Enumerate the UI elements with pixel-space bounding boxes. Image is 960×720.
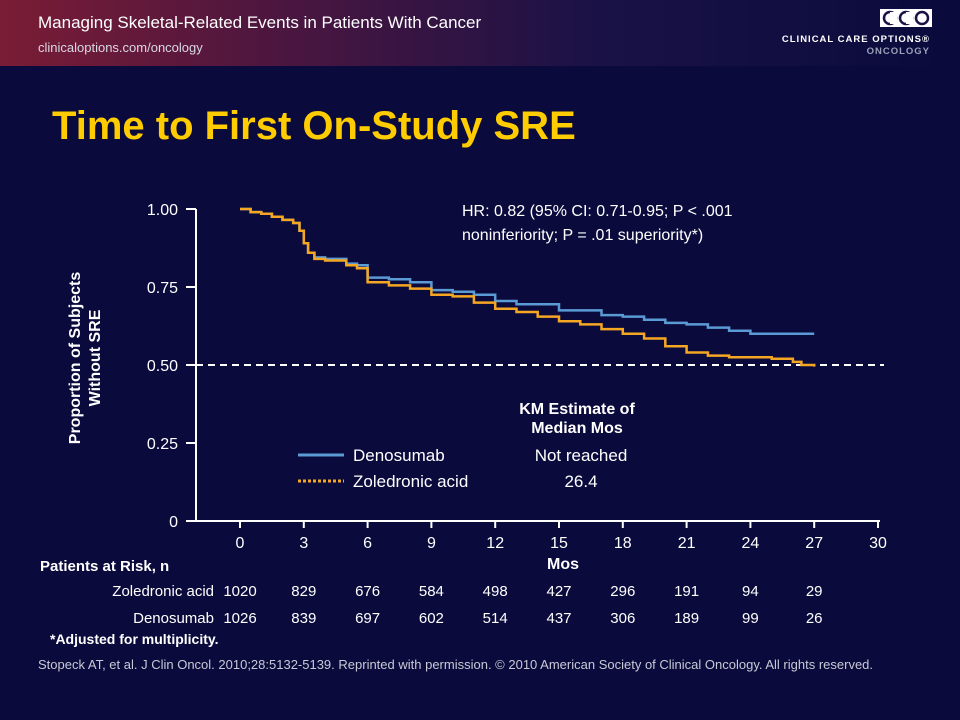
legend-label-denosumab: Denosumab: [353, 446, 445, 465]
x-tick-label: 3: [299, 535, 308, 552]
x-tick-label: 24: [742, 535, 760, 552]
risk-table-title: Patients at Risk, n: [40, 558, 170, 575]
risk-table-cell: 94: [742, 583, 759, 600]
y-axis-title-line: Without SRE: [87, 309, 104, 406]
km-header-line2: Median Mos: [531, 420, 623, 437]
risk-table-cell: 498: [482, 583, 508, 600]
risk-table-cell: 514: [482, 610, 508, 627]
risk-table-cell: 427: [546, 583, 572, 600]
hr-annotation-line1: HR: 0.82 (95% CI: 0.71-0.95; P < .001: [462, 203, 733, 220]
median-zoledronic-acid: 26.4: [564, 472, 597, 491]
x-tick-label: 0: [236, 535, 245, 552]
risk-table-cell: 1020: [223, 583, 257, 600]
x-axis-title: Mos: [547, 556, 579, 573]
logo-text-primary: CLINICAL CARE OPTIONS®: [781, 34, 930, 45]
risk-table-cell: 584: [418, 583, 444, 600]
risk-table-cell: 26: [805, 610, 823, 627]
x-tick-label: 21: [678, 535, 696, 552]
citation: Stopeck AT, et al. J Clin Oncol. 2010;28…: [38, 657, 874, 672]
y-axis-title: Proportion of Subjects Without SRE: [67, 272, 104, 445]
risk-table-cell: 676: [355, 583, 381, 600]
x-tick-label: 27: [805, 535, 823, 552]
risk-row-label-denosumab: Denosumab: [133, 610, 214, 627]
legend-label-zoledronic-acid: Zoledronic acid: [353, 472, 468, 491]
cco-logo: [880, 9, 932, 27]
y-axis-title-line: Proportion of Subjects: [67, 272, 84, 445]
y-tick-label: 0.50: [147, 358, 178, 375]
header-title: Managing Skeletal-Related Events in Pati…: [38, 13, 482, 32]
y-tick-label: 0: [169, 514, 178, 531]
footnote: *Adjusted for multiplicity.: [50, 631, 219, 647]
risk-table-cell: 697: [355, 610, 381, 627]
risk-table-cell: 437: [546, 610, 572, 627]
x-tick-label: 6: [363, 535, 372, 552]
risk-table-cell: 29: [805, 583, 823, 600]
y-tick-label: 1.00: [147, 202, 178, 219]
median-denosumab: Not reached: [535, 446, 628, 465]
risk-table-cell: 99: [742, 610, 759, 627]
risk-table-cell: 306: [610, 610, 636, 627]
header-url[interactable]: clinicaloptions.com/oncology: [38, 40, 203, 55]
header-band: [0, 0, 960, 66]
risk-table-cell: 829: [291, 583, 317, 600]
x-tick-label: 12: [486, 535, 504, 552]
y-tick-label: 0.75: [147, 280, 178, 297]
y-tick-label: 0.25: [147, 436, 178, 453]
risk-table-cell: 191: [674, 583, 700, 600]
zoledronic-acid-curve: [240, 207, 816, 367]
risk-table-cell: 189: [674, 610, 700, 627]
risk-row-label-zoledronic-acid: Zoledronic acid: [112, 583, 214, 600]
x-tick-label: 15: [550, 535, 568, 552]
km-header-line1: KM Estimate of: [519, 401, 635, 418]
x-tick-label: 9: [427, 535, 436, 552]
hr-annotation-line2: noninferiority; P = .01 superiority*): [462, 227, 703, 244]
risk-table-cell: 602: [418, 610, 444, 627]
risk-table-cell: 839: [291, 610, 317, 627]
logo-text-secondary: ONCOLOGY: [866, 46, 930, 57]
risk-table-cell: 1026: [223, 610, 257, 627]
x-tick-label: 30: [869, 535, 887, 552]
x-tick-label: 18: [614, 535, 632, 552]
risk-table-cell: 296: [610, 583, 636, 600]
slide-title: Time to First On-Study SRE: [52, 104, 576, 148]
